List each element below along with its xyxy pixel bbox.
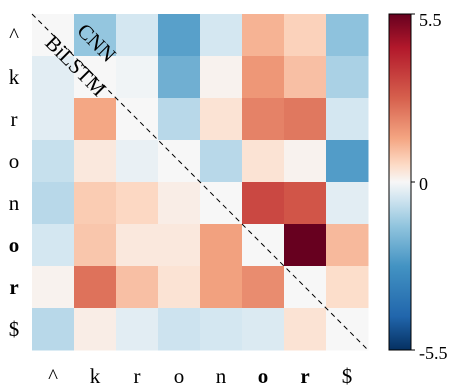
heatmap-cell-r1-c6 (284, 56, 327, 99)
heatmap-cell-r4-c7 (326, 182, 369, 225)
heatmap-cell-r3-c1 (74, 140, 117, 183)
heatmap-cell-r0-c7 (326, 14, 369, 57)
heatmap-cell-r6-c0 (32, 266, 75, 309)
heatmap-cells (32, 14, 369, 351)
heatmap-cell-r0-c1 (74, 14, 117, 57)
heatmap-cell-r1-c7 (326, 56, 369, 99)
heatmap-cell-r6-c7 (326, 266, 369, 309)
heatmap-cell-r7-c3 (158, 308, 201, 351)
heatmap-cell-r7-c4 (200, 308, 243, 351)
heatmap-cell-r0-c5 (242, 14, 285, 57)
row-tick-label: r (9, 275, 18, 299)
heatmap-cell-r4-c3 (158, 182, 201, 225)
heatmap-cell-r3-c7 (326, 140, 369, 183)
column-tick-label: o (258, 364, 269, 388)
heatmap-cell-r4-c0 (32, 182, 75, 225)
heatmap-cell-r0-c3 (158, 14, 201, 57)
column-tick-label: n (216, 364, 227, 388)
heatmap-cell-r3-c6 (284, 140, 327, 183)
heatmap-cell-r1-c4 (200, 56, 243, 99)
heatmap-cell-r4-c1 (74, 182, 117, 225)
heatmap-cell-r1-c3 (158, 56, 201, 99)
column-tick-label: o (174, 364, 185, 388)
colorbar-label-min: -5.5 (419, 343, 448, 363)
heatmap-cell-r1-c0 (32, 56, 75, 99)
heatmap-cell-r6-c1 (74, 266, 117, 309)
row-tick-label: o (9, 149, 20, 173)
heatmap-cell-r2-c5 (242, 98, 285, 141)
colorbar-label-max: 5.5 (419, 10, 442, 30)
heatmap-cell-r7-c0 (32, 308, 75, 351)
column-tick-label: r (134, 364, 141, 388)
heatmap-cell-r2-c7 (326, 98, 369, 141)
heatmap-cell-r0-c4 (200, 14, 243, 57)
heatmap-cell-r5-c0 (32, 224, 75, 267)
heatmap-cell-r2-c3 (158, 98, 201, 141)
column-tick-label: ^ (48, 364, 58, 388)
heatmap-cell-r0-c6 (284, 14, 327, 57)
heatmap-cell-r4-c2 (116, 182, 159, 225)
heatmap-cell-r6-c2 (116, 266, 159, 309)
row-tick-label: ^ (9, 23, 19, 47)
heatmap-cell-r3-c2 (116, 140, 159, 183)
heatmap-cell-r2-c6 (284, 98, 327, 141)
row-tick-label: k (9, 65, 20, 89)
heatmap-cell-r7-c1 (74, 308, 117, 351)
heatmap-cell-r5-c2 (116, 224, 159, 267)
colorbar-gradient (388, 13, 412, 351)
heatmap-cell-r4-c6 (284, 182, 327, 225)
heatmap-cell-r3-c0 (32, 140, 75, 183)
heatmap-cell-r5-c6 (284, 224, 327, 267)
heatmap-cell-r4-c5 (242, 182, 285, 225)
heatmap-cell-r3-c4 (200, 140, 243, 183)
heatmap-cell-r6-c3 (158, 266, 201, 309)
heatmap-cell-r5-c3 (158, 224, 201, 267)
column-tick-labels: ^ k r o n o r $ (48, 364, 352, 388)
row-tick-label: n (9, 191, 20, 215)
heatmap-cell-r5-c7 (326, 224, 369, 267)
heatmap-cell-r1-c2 (116, 56, 159, 99)
heatmap-cell-r5-c1 (74, 224, 117, 267)
heatmap-cell-r2-c1 (74, 98, 117, 141)
heatmap-cell-r7-c6 (284, 308, 327, 351)
colorbar-label-zero: 0 (419, 174, 428, 194)
row-tick-label: o (9, 233, 20, 257)
heatmap-cell-r1-c5 (242, 56, 285, 99)
heatmap-cell-r7-c5 (242, 308, 285, 351)
column-tick-label: r (300, 364, 309, 388)
heatmap-cell-r3-c5 (242, 140, 285, 183)
column-tick-label: k (90, 364, 101, 388)
heatmap-cell-r6-c5 (242, 266, 285, 309)
row-tick-label: r (11, 107, 18, 131)
colorbar: 5.5 0 -5.5 (388, 10, 448, 363)
column-tick-label: $ (342, 364, 353, 388)
heatmap-cell-r6-c4 (200, 266, 243, 309)
row-tick-label: $ (9, 317, 20, 341)
diagonal-divider (31, 13, 369, 351)
heatmap-cell-r2-c0 (32, 98, 75, 141)
heatmap-cell-r0-c2 (116, 14, 159, 57)
heatmap-cell-r2-c4 (200, 98, 243, 141)
heatmap-cell-r7-c2 (116, 308, 159, 351)
heatmap-cell-r5-c4 (200, 224, 243, 267)
